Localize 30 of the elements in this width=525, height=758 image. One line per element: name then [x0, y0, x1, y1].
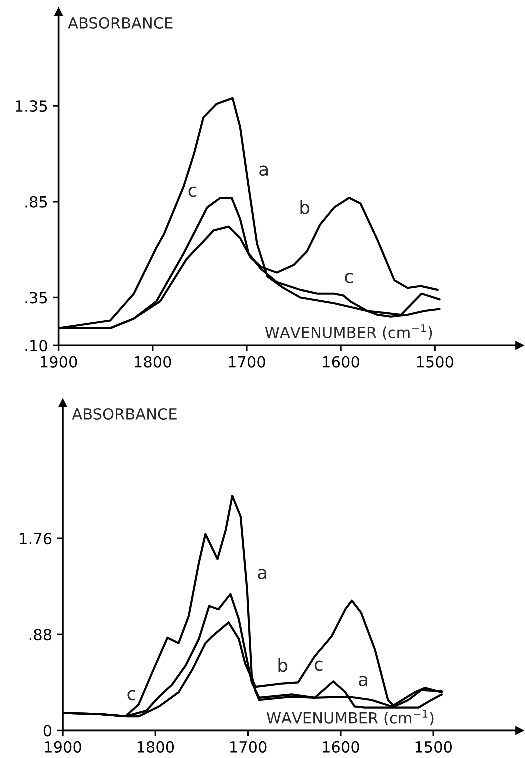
x-axis-title: WAVENUMBER (cm$^{−1}$) — [266, 710, 434, 726]
x-tick-label: 1900 — [45, 741, 82, 753]
annotation: b — [278, 658, 288, 672]
x-axis-title: WAVENUMBER (cm$^{−1}$) — [265, 324, 432, 340]
x-tick-label: 1600 — [323, 356, 360, 368]
y-tick-label: .85 — [26, 196, 48, 208]
x-tick-label: 1600 — [323, 741, 360, 753]
x-tick-label: 1700 — [229, 356, 266, 368]
annotation: a — [260, 166, 268, 176]
y-tick-label: 1.76 — [20, 533, 52, 545]
x-tick-label: 1500 — [417, 356, 454, 368]
annotation: a — [359, 676, 368, 686]
y-tick-label: 0 — [44, 725, 52, 737]
y-axis-title: ABSORBANCE — [68, 17, 173, 29]
y-axis-title: ABSORBANCE — [72, 408, 177, 420]
x-tick-label: 1800 — [135, 356, 172, 368]
y-tick-label: .88 — [30, 629, 52, 641]
annotation: c — [345, 273, 353, 284]
y-tick-label: .10 — [26, 340, 48, 352]
annotation: c — [128, 690, 136, 701]
annotation: c — [188, 186, 197, 198]
y-tick-label: .35 — [26, 292, 48, 304]
x-tick-label: 1800 — [138, 741, 174, 753]
annotation: c — [314, 660, 323, 672]
x-tick-label: 1700 — [230, 741, 267, 753]
annotation: a — [258, 569, 267, 580]
x-tick-label: 1900 — [41, 356, 78, 368]
annotation: b — [300, 200, 310, 214]
y-tick-label: 1.35 — [16, 100, 48, 112]
x-tick-label: 1500 — [416, 741, 452, 753]
